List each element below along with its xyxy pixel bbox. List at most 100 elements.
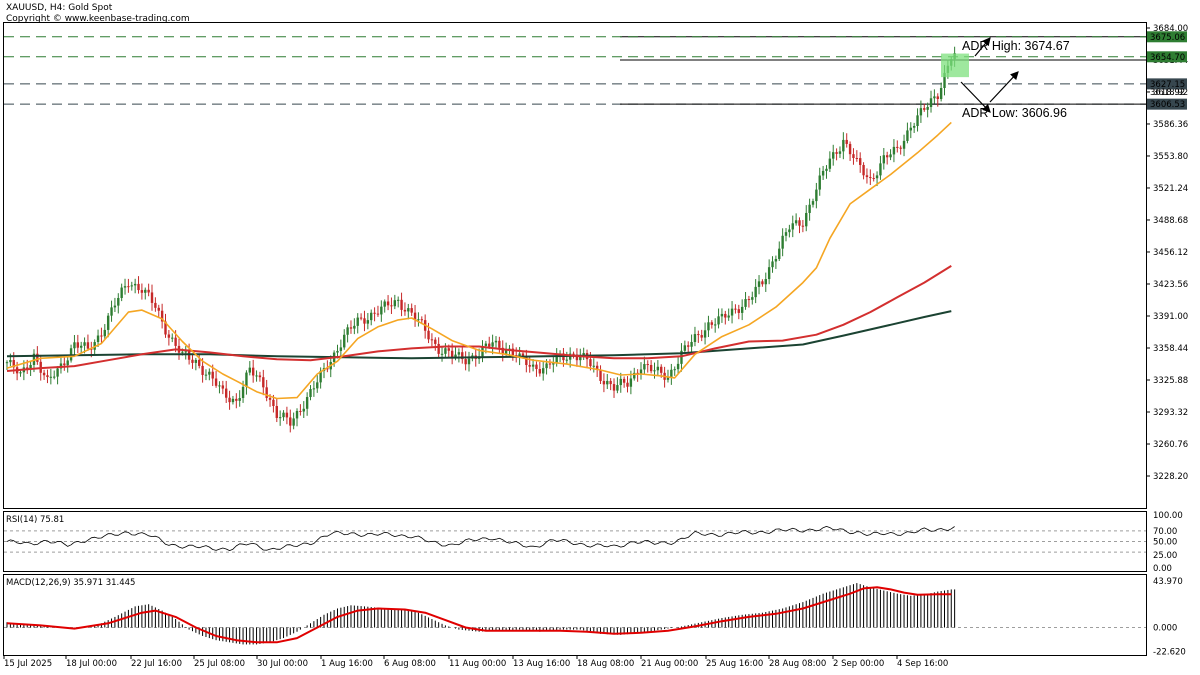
candle-body — [619, 378, 622, 386]
macd-tick-label: 0.000 — [1153, 624, 1177, 634]
macd-signal-line — [6, 586, 952, 644]
ma-slow-line — [6, 310, 952, 360]
candle-body — [798, 220, 801, 226]
candle-body — [63, 363, 66, 366]
candle-body — [673, 369, 676, 371]
candle-body — [606, 380, 609, 385]
candle-body — [565, 359, 569, 361]
candle-body — [251, 367, 255, 376]
candle-body — [417, 319, 420, 321]
y-tick-label: 3293.32 — [1153, 408, 1188, 418]
candle-body — [248, 367, 252, 373]
candle-body — [609, 380, 612, 385]
x-tick-label: 18 Aug 08:00 — [577, 659, 634, 669]
candle-body — [366, 320, 370, 324]
candle-body — [90, 348, 93, 350]
candle-body — [764, 279, 767, 285]
candle-body — [272, 399, 275, 407]
candle-body — [629, 378, 633, 387]
candle-body — [56, 368, 59, 377]
candle-body — [349, 327, 353, 329]
arrow-up-icon — [974, 37, 991, 57]
price-tag — [1147, 98, 1187, 110]
candle-body — [363, 318, 366, 324]
y-tick-label: 3456.12 — [1153, 248, 1188, 258]
y-tick-label: 3553.80 — [1153, 152, 1188, 162]
candle-body — [542, 368, 545, 374]
candle-body — [548, 363, 552, 365]
candle-body — [828, 158, 832, 169]
candle-body — [228, 397, 231, 403]
candle-body — [46, 375, 49, 378]
candle-body — [504, 349, 508, 354]
candle-body — [32, 353, 36, 365]
candle-body — [518, 353, 521, 358]
candle-body — [734, 308, 737, 310]
price-tag — [1147, 78, 1187, 90]
candle-body — [454, 354, 457, 358]
candle-body — [144, 289, 147, 293]
candle-body — [393, 300, 397, 307]
candle-body — [100, 335, 103, 337]
candle-body — [343, 334, 346, 348]
candle-body — [902, 140, 906, 149]
rsi-tick-label: 70.00 — [1153, 527, 1177, 537]
candle-body — [535, 364, 538, 370]
candle-body — [373, 312, 376, 314]
candle-body — [781, 235, 784, 249]
candle-body — [289, 417, 292, 426]
candle-body — [646, 364, 649, 366]
price-tag-label: 3627.15 — [1150, 80, 1185, 90]
y-tick-label: 3684.00 — [1153, 24, 1188, 34]
candle-body — [697, 334, 700, 336]
candle-body — [140, 290, 144, 293]
price-tag-label: 3606.53 — [1150, 100, 1185, 110]
candle-body — [113, 305, 117, 308]
candle-body — [747, 299, 751, 301]
candle-body — [167, 334, 171, 338]
candle-body — [440, 353, 444, 355]
candle-body — [811, 201, 815, 205]
candle-body — [201, 365, 204, 375]
candle-body — [771, 261, 774, 268]
candle-body — [86, 342, 90, 349]
candle-body — [231, 398, 235, 403]
candle-body — [336, 350, 339, 353]
candle-body — [346, 327, 349, 335]
candle-body — [42, 372, 46, 376]
candle-body — [467, 358, 471, 365]
x-tick-label: 25 Jul 08:00 — [194, 659, 245, 669]
rsi-tick-label: 100.00 — [1153, 511, 1183, 521]
candle-body — [788, 229, 791, 233]
candle-body — [892, 146, 896, 155]
x-tick-label: 21 Aug 00:00 — [641, 659, 698, 669]
y-tick-label: 3521.24 — [1153, 184, 1188, 194]
candle-body — [572, 353, 575, 355]
candle-body — [778, 248, 781, 259]
candle-body — [316, 382, 319, 389]
candle-body — [943, 72, 946, 89]
candle-body — [123, 286, 127, 288]
candle-body — [555, 355, 558, 364]
candle-body — [488, 343, 491, 347]
candle-body — [616, 385, 619, 391]
candle-body — [171, 337, 174, 339]
candle-body — [403, 309, 407, 312]
candle-body — [592, 365, 595, 367]
candle-body — [670, 369, 673, 378]
candle-body — [906, 130, 909, 141]
price-panel — [5, 46, 969, 433]
candle-body — [835, 152, 838, 154]
y-tick-label: 3358.44 — [1153, 344, 1188, 354]
candle-body — [386, 301, 390, 306]
candle-body — [150, 292, 154, 303]
candle-body — [184, 351, 187, 353]
candle-body — [724, 313, 727, 318]
candle-body — [410, 308, 413, 313]
candle-body — [225, 388, 228, 398]
candle-body — [255, 375, 258, 377]
candle-body — [589, 359, 592, 367]
candle-body — [400, 299, 403, 310]
rsi-tick-label: 0.00 — [1153, 564, 1172, 574]
